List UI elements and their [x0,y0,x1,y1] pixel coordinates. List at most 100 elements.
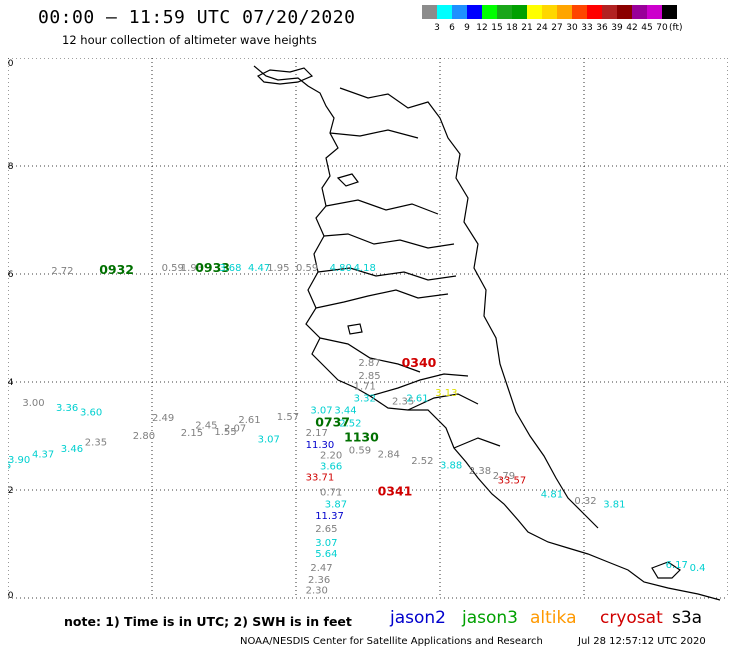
wave-height-label: 3.81 [603,499,625,510]
colorbar-swatch [662,5,677,19]
coastline-main [253,65,721,601]
wave-height-label: 3.46 [61,444,83,455]
wave-height-label: 2.61 [238,415,260,426]
wave-height-label: 3.36 [56,403,78,414]
wave-height-label: 2.87 [358,358,380,369]
wave-height-label: 3.87 [325,499,347,510]
colorbar-swatch [542,5,557,19]
colorbar-swatch [632,5,647,19]
wave-height-label: 4.80 [330,263,352,274]
wave-height-label: 1.57 [277,412,299,423]
legend-altika: altika [530,608,577,628]
colorbar-swatch [422,5,437,19]
colorbar-swatch [437,5,452,19]
colorbar-label: 15 [491,23,503,33]
pass-time-label: 1130 [344,429,379,444]
wave-height-label: 6.17 [666,560,688,571]
pass-time-label: 0932 [99,262,134,277]
wave-height-map: -60-57-54-51-48-45706866646260 2.7209320… [8,58,728,601]
wave-height-label: 3.07 [310,405,332,416]
wave-height-label: 3.66 [320,461,342,472]
colorbar-swatch [527,5,542,19]
colorbar-swatch [647,5,662,19]
map-grid: -60-57-54-51-48-45706866646260 [8,58,728,601]
legend-jason2: jason2 [390,608,446,628]
wave-height-label: 3.76 [8,460,11,471]
colorbar-label: 21 [521,23,533,33]
colorbar-swatch [602,5,617,19]
colorbar-label: 33 [581,23,593,33]
colorbar-label: 36 [596,23,608,33]
greenland-coastline [253,65,721,601]
wave-height-label: 2.84 [378,450,400,461]
credit-text: NOAA/NESDIS Center for Satellite Applica… [240,636,543,647]
wave-height-label: 2.30 [306,586,328,597]
wave-height-label: 1.55 [214,427,236,438]
colorbar-label: 6 [449,23,455,33]
coastline-inland [339,87,599,529]
lat-tick-label: 68 [8,162,14,172]
colorbar-label: 70 [656,23,668,33]
island-north [256,67,314,85]
wave-height-label: 11.30 [306,440,335,451]
lat-tick-label: 66 [8,270,14,280]
wave-height-label: 4.37 [32,450,54,461]
wave-height-label: 2.07 [224,424,246,435]
colorbar-swatch [467,5,482,19]
fjord-2 [325,199,439,215]
wave-height-label: 3.07 [258,434,280,445]
fjord-6 [319,337,421,373]
lat-tick-label: 60 [8,591,14,601]
note-text: note: 1) Time is in UTC; 2) SWH is in fe… [64,614,352,629]
fjord-1 [329,129,419,139]
wave-height-label: 2.65 [315,524,337,535]
wave-height-label: 2.85 [358,371,380,382]
pass-time-label: 0341 [378,483,413,498]
credit-date: Jul 28 12:57:12 UTC 2020 [578,636,706,647]
wave-height-label: 1.71 [354,382,376,393]
wave-height-label: 4.47 [248,263,270,274]
wave-height-label: 2.49 [152,413,174,424]
wave-height-label: 2.35 [85,438,107,449]
wave-height-label: 2.38 [469,466,491,477]
wave-height-label: 0.59 [349,445,371,456]
fjord-8 [407,393,479,411]
colorbar-label: 18 [506,23,518,33]
fjord-7 [369,373,469,397]
wave-height-label: 3.88 [440,460,462,471]
wave-height-label: 2.15 [181,428,203,439]
wave-height-label: 2.35 [392,397,414,408]
pass-time-label: 0737 [315,414,350,429]
colorbar-label: 45 [641,23,653,33]
wave-height-label: 1.93 [181,263,203,274]
lat-tick-label: 70 [8,59,14,69]
wave-height-label: 2.45 [195,420,217,431]
colorbar-swatch [587,5,602,19]
wave-height-label: 3.13 [435,388,457,399]
colorbar-swatch [557,5,572,19]
wave-height-label: 2.52 [411,456,433,467]
wave-height-label: 0.32 [574,496,596,507]
page-title: 00:00 – 11:59 UTC 07/20/2020 [38,7,356,28]
wave-height-label: 0.59 [162,263,184,274]
wave-height-label: 0.59 [296,263,318,274]
wave-height-label: 33.57 [498,476,527,487]
lat-tick-label: 62 [8,486,13,496]
colorbar-label: 39 [611,23,623,33]
colorbar-swatch [572,5,587,19]
pass-time-label: 0340 [402,355,437,370]
colorbar-swatch [482,5,497,19]
wave-height-label: 0.4 [690,563,706,574]
wave-height-label: 3.44 [334,405,356,416]
wave-height-label: 4.18 [354,263,376,274]
lat-tick-label: 64 [8,378,14,388]
colorbar-label: 9 [464,23,470,33]
colorbar-swatch [512,5,527,19]
colorbar-label: 42 [626,23,638,33]
wave-height-label: 4.81 [541,490,563,501]
wave-height-label: 3.32 [354,393,376,404]
colorbar-unit: (ft) [669,23,683,33]
wave-height-label: 33.71 [306,472,335,483]
